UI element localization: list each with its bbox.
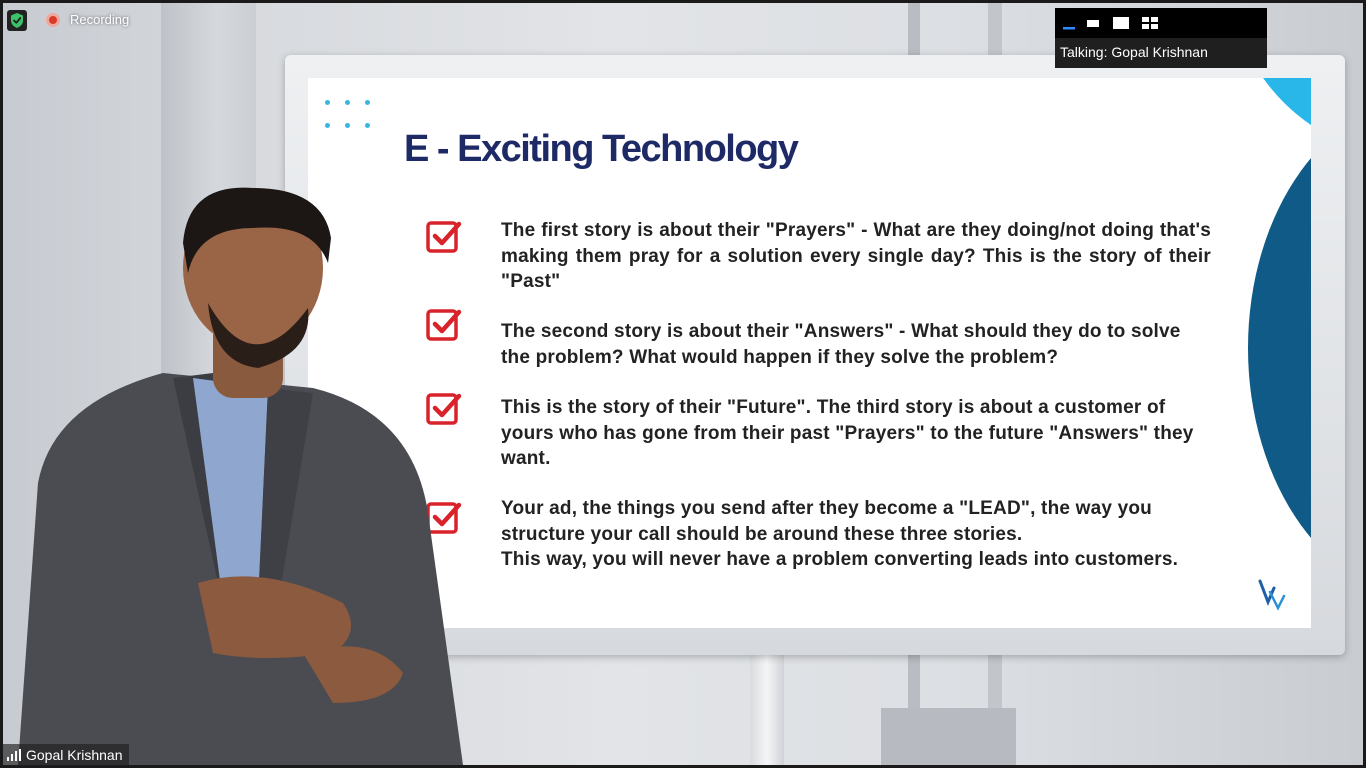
checkbox-checked-icon bbox=[426, 393, 462, 425]
slide-decor-dot bbox=[345, 100, 350, 105]
recording-label: Recording bbox=[70, 12, 130, 27]
slide-title: E - Exciting Technology bbox=[404, 128, 799, 170]
bullet-text-lead: Your ad, the things you send after they … bbox=[501, 496, 1211, 573]
bullet-text-future: This is the story of their "Future". The… bbox=[501, 397, 1194, 469]
presenter-person bbox=[18, 187, 463, 765]
slide-decor-arc-dark bbox=[1248, 98, 1311, 598]
speaker-view-icon bbox=[1113, 17, 1129, 29]
bullet-text-answers: The second story is about their "Answers… bbox=[501, 321, 1181, 368]
minimize-icon bbox=[1063, 27, 1075, 30]
checkbox-checked-icon bbox=[426, 221, 462, 253]
security-shield-icon[interactable] bbox=[7, 10, 27, 31]
gallery-view-icon bbox=[1142, 17, 1158, 29]
bullet-text-prayers: The first story is about their "Prayers"… bbox=[501, 220, 1211, 292]
presentation-slide: E - Exciting Technology The first story … bbox=[308, 78, 1311, 628]
video-feed: E - Exciting Technology The first story … bbox=[3, 3, 1363, 765]
view-mode-toolbar bbox=[1055, 8, 1267, 38]
bullet-text-lead-line2: This way, you will never have a problem … bbox=[501, 549, 1179, 570]
checkbox-checked-icon bbox=[426, 309, 462, 341]
slide-decor-dot bbox=[345, 123, 350, 128]
studio-block bbox=[881, 708, 1016, 765]
bullet-text-lead-line1: Your ad, the things you send after they … bbox=[501, 498, 1152, 545]
participant-name: Gopal Krishnan bbox=[26, 747, 123, 763]
slide-decor-arc-light bbox=[1228, 78, 1311, 158]
signal-strength-icon bbox=[7, 749, 21, 761]
view-controls-panel: Talking: Gopal Krishnan bbox=[1055, 8, 1267, 68]
speaker-view-button[interactable] bbox=[1111, 14, 1131, 32]
recording-indicator-icon bbox=[46, 13, 60, 27]
strip-view-icon bbox=[1087, 20, 1099, 27]
active-speaker-label: Talking: Gopal Krishnan bbox=[1060, 44, 1208, 60]
slide-decor-dot bbox=[325, 123, 330, 128]
slide-decor-dot bbox=[365, 100, 370, 105]
slide-decor-dot bbox=[365, 123, 370, 128]
speaker-strip-view-button[interactable] bbox=[1083, 14, 1103, 32]
brand-logo-icon bbox=[1258, 579, 1286, 611]
participant-name-tag: Gopal Krishnan bbox=[3, 744, 129, 766]
gallery-view-button[interactable] bbox=[1140, 14, 1160, 32]
tv-stand bbox=[750, 651, 784, 765]
minimize-view-button[interactable] bbox=[1059, 14, 1079, 32]
slide-decor-dot bbox=[325, 100, 330, 105]
